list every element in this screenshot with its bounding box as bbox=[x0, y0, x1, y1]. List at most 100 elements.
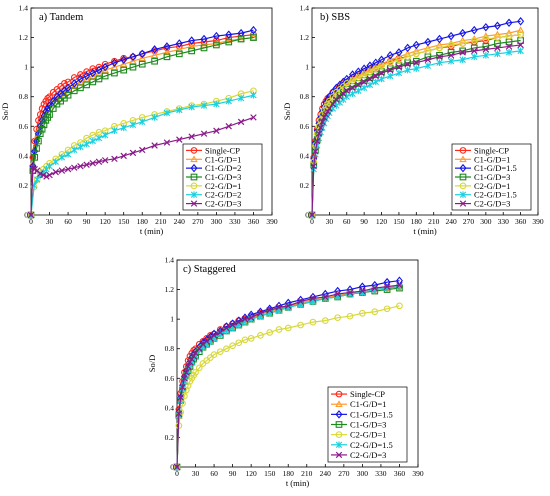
data-point bbox=[386, 51, 394, 60]
data-point bbox=[237, 94, 245, 102]
data-point bbox=[366, 81, 374, 89]
x-tick-label: 90 bbox=[360, 217, 368, 226]
legend-label: C1-G/D=1.5 bbox=[474, 163, 517, 173]
data-point bbox=[247, 314, 255, 321]
y-tick-label: 1.2 bbox=[300, 33, 310, 42]
data-point bbox=[395, 56, 403, 64]
data-point bbox=[435, 41, 444, 48]
y-tick-label: 0.6 bbox=[300, 122, 310, 131]
data-point bbox=[163, 109, 171, 117]
data-point bbox=[257, 310, 264, 317]
series-6 bbox=[308, 41, 524, 219]
data-point bbox=[138, 60, 146, 68]
x-tick-label: 180 bbox=[411, 217, 423, 226]
legend-item: C1-G/D=2 bbox=[186, 163, 241, 173]
data-point bbox=[395, 52, 403, 60]
data-point bbox=[493, 21, 501, 31]
data-point bbox=[138, 54, 146, 62]
legend-swatch-marker bbox=[459, 163, 467, 173]
legend-label: C2-G/D=1 bbox=[205, 181, 241, 191]
data-point bbox=[111, 127, 118, 135]
legend-swatch-marker bbox=[190, 191, 198, 199]
data-point bbox=[188, 133, 195, 140]
data-point bbox=[447, 39, 455, 47]
data-point bbox=[77, 84, 84, 92]
x-tick-label: 240 bbox=[174, 217, 186, 226]
data-point bbox=[313, 137, 321, 145]
data-point bbox=[120, 152, 127, 160]
x-tick-label: 300 bbox=[480, 217, 492, 226]
legend-item: C2-G/D=1 bbox=[455, 181, 510, 191]
y-tick-label: 1 bbox=[24, 63, 28, 72]
data-point bbox=[459, 47, 467, 55]
data-point bbox=[349, 77, 356, 84]
data-point bbox=[120, 66, 128, 74]
data-point bbox=[138, 49, 146, 59]
data-point bbox=[404, 53, 411, 61]
x-tick-label: 60 bbox=[343, 217, 351, 226]
data-point bbox=[366, 66, 374, 73]
data-point bbox=[343, 87, 350, 95]
data-point bbox=[383, 283, 391, 290]
data-point bbox=[89, 137, 96, 145]
panel-2: 0 0.2 0.4 0.6 0.8 1 1.2 1.4 0 30 60 90 120 150 180 210 2… bbox=[147, 256, 424, 489]
data-point bbox=[71, 164, 78, 171]
data-point bbox=[250, 114, 257, 121]
legend-item: C2-G/D=2 bbox=[186, 190, 241, 200]
data-point bbox=[83, 81, 90, 89]
data-point bbox=[360, 69, 368, 76]
data-point bbox=[360, 71, 368, 78]
data-point bbox=[188, 103, 195, 111]
legend-swatch-marker bbox=[190, 155, 198, 163]
legend-item: C2-G/D=1.5 bbox=[331, 440, 393, 450]
data-point bbox=[371, 308, 379, 316]
x-tick-label: 390 bbox=[412, 469, 424, 478]
data-point bbox=[516, 26, 525, 33]
data-point bbox=[95, 75, 103, 83]
data-point bbox=[120, 55, 128, 65]
data-point bbox=[61, 80, 68, 87]
data-point bbox=[436, 53, 443, 61]
data-point bbox=[175, 45, 184, 53]
data-point bbox=[95, 134, 103, 142]
data-point bbox=[360, 78, 368, 86]
data-point bbox=[493, 30, 502, 38]
data-point bbox=[372, 72, 379, 80]
data-point bbox=[150, 51, 159, 59]
legend-item: C2-G/D=1.5 bbox=[455, 190, 517, 200]
legend-label: Single-CP bbox=[350, 389, 385, 399]
y-tick-label: 0.6 bbox=[165, 374, 175, 383]
data-point bbox=[326, 97, 333, 105]
data-point bbox=[366, 68, 374, 75]
legend-item: Single-CP bbox=[186, 145, 240, 155]
data-point bbox=[179, 383, 186, 391]
data-point bbox=[95, 158, 103, 165]
data-point bbox=[395, 69, 403, 77]
legend-swatch-marker bbox=[335, 431, 343, 438]
data-point bbox=[424, 62, 432, 69]
data-point bbox=[386, 59, 394, 67]
data-point bbox=[309, 295, 317, 302]
data-point bbox=[181, 375, 188, 382]
data-point bbox=[505, 32, 513, 40]
data-point bbox=[188, 355, 196, 363]
data-point bbox=[396, 302, 403, 310]
data-point bbox=[412, 40, 420, 50]
legend-label: C2-G/D=1 bbox=[350, 430, 386, 440]
data-point bbox=[163, 53, 171, 61]
legend: Single-CPC1-G/D=1C1-G/D=1.5C1-G/D=3C2-G/… bbox=[451, 143, 532, 211]
data-point bbox=[309, 318, 317, 326]
legend-swatch-marker bbox=[335, 410, 343, 419]
legend-item: C1-G/D=3 bbox=[186, 172, 241, 182]
legend-swatch-marker bbox=[459, 147, 467, 154]
series-6 bbox=[27, 114, 257, 219]
data-point bbox=[436, 51, 443, 59]
data-point bbox=[517, 41, 524, 49]
data-point bbox=[83, 161, 90, 168]
y-tick-label: 1.4 bbox=[300, 4, 310, 13]
data-point bbox=[163, 139, 171, 146]
data-point bbox=[366, 75, 374, 83]
data-point bbox=[187, 42, 196, 50]
data-point bbox=[120, 124, 127, 132]
x-tick-label: 180 bbox=[137, 217, 149, 226]
